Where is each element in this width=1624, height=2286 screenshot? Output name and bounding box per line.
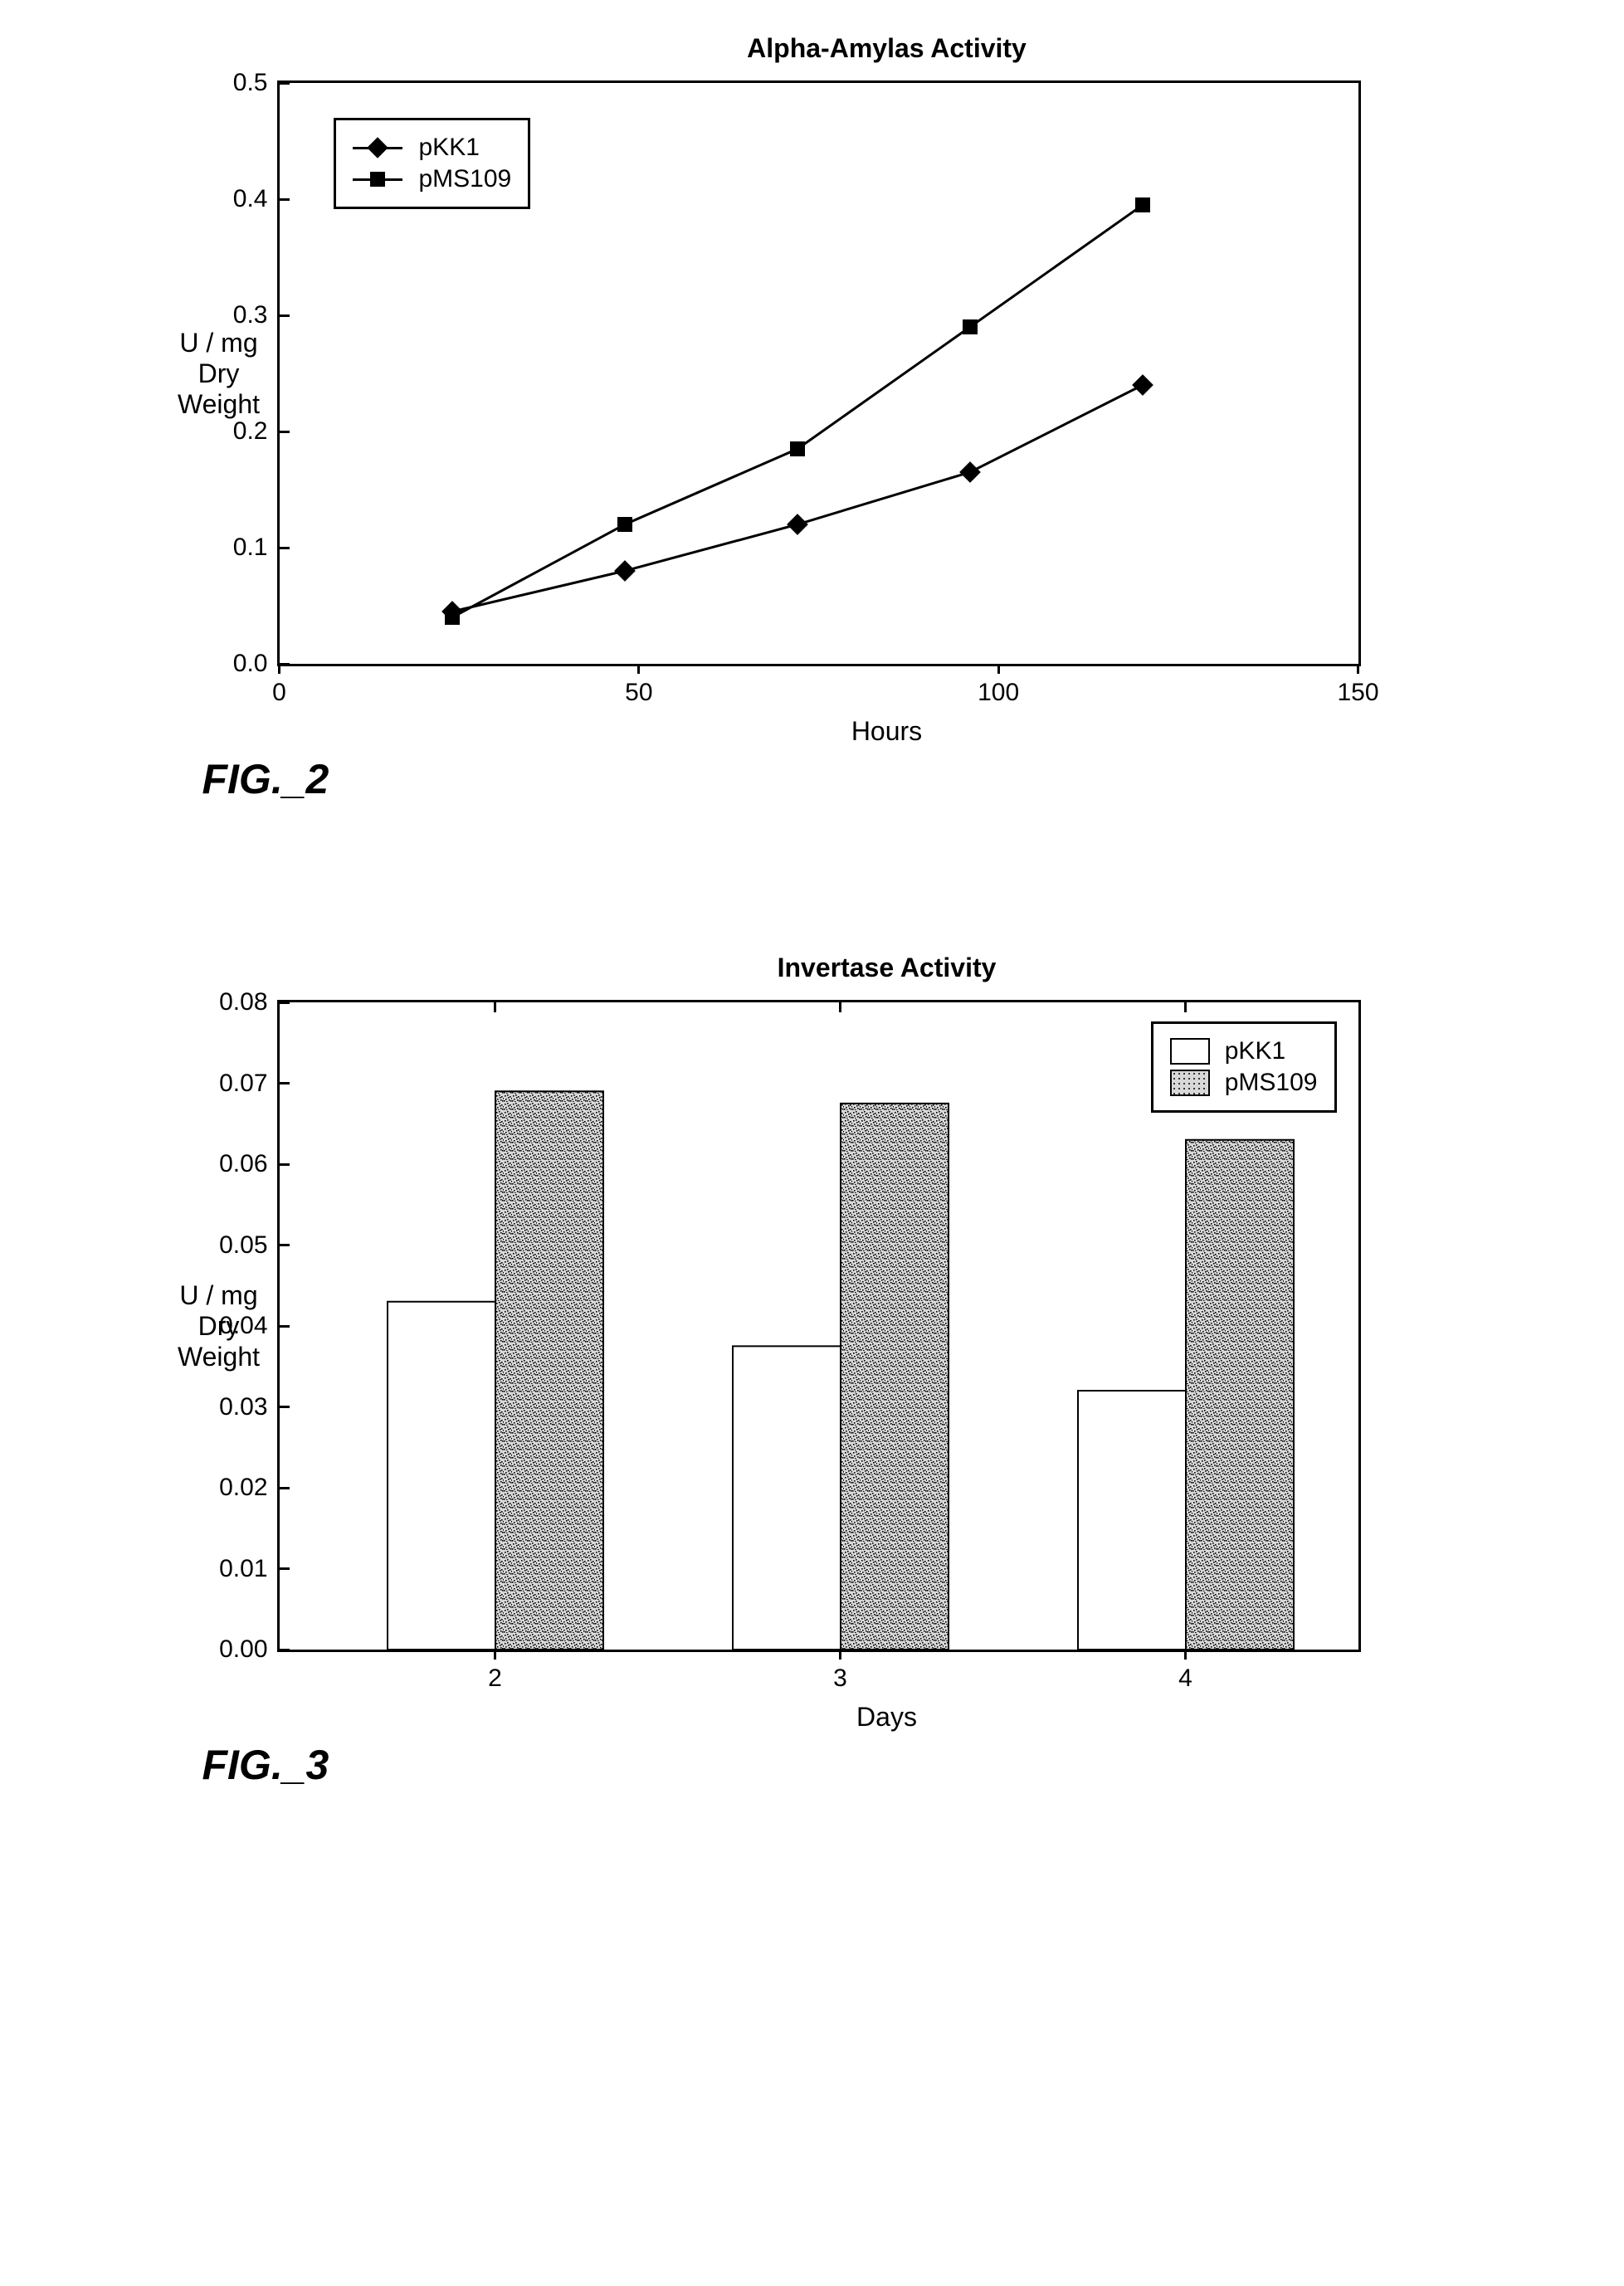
y-tick-label: 0.06 (219, 1150, 279, 1178)
y-tick-label: 0.03 (219, 1393, 279, 1421)
y-tick-label: 0.02 (219, 1474, 279, 1502)
x-tick-label: 3 (833, 1650, 847, 1693)
marker-square (790, 441, 805, 456)
chart2-x-label: Days (319, 1702, 1456, 1733)
legend-item: pKK1 (1170, 1037, 1318, 1065)
bar-pMS109 (841, 1104, 949, 1650)
chart1-plot-wrap: U / mg Dry Weight 0.00.10.20.30.40.50501… (169, 80, 1456, 666)
figure-2-label: FIG._2 (202, 755, 1456, 803)
bar-pKK1 (733, 1346, 841, 1650)
bar-pMS109 (495, 1091, 603, 1650)
diamond-icon (367, 137, 388, 158)
bar-pMS109 (1186, 1140, 1294, 1650)
x-tick-label: 50 (625, 664, 652, 707)
figure-3-label: FIG._3 (202, 1741, 1456, 1789)
y-tick-label: 0.08 (219, 988, 279, 1016)
marker-square (617, 517, 632, 532)
figure-2: Alpha-Amylas Activity U / mg Dry Weight … (169, 33, 1456, 803)
y-tick-label: 0.5 (233, 69, 280, 97)
chart2-plot-area: 0.000.010.020.030.040.050.060.070.08234p… (277, 1000, 1361, 1652)
y-tick-label: 0.07 (219, 1070, 279, 1098)
y-tick-label: 0.00 (219, 1635, 279, 1664)
legend-label: pKK1 (419, 134, 480, 162)
bar-pKK1 (388, 1302, 495, 1650)
y-tick-label: 0.4 (233, 185, 280, 213)
chart1-title: Alpha-Amylas Activity (319, 33, 1456, 64)
chart2-title: Invertase Activity (319, 953, 1456, 983)
chart1-x-label: Hours (319, 716, 1456, 747)
y-tick-label: 0.04 (219, 1312, 279, 1340)
y-tick-label: 0.2 (233, 417, 280, 446)
legend-marker-line (353, 178, 402, 181)
legend-label: pKK1 (1225, 1037, 1285, 1065)
marker-diamond (1132, 374, 1153, 396)
legend-label: pMS109 (419, 165, 512, 193)
bar-pKK1 (1078, 1391, 1186, 1650)
figure-3: Invertase Activity U / mg Dry Weight 0.0… (169, 953, 1456, 1789)
marker-diamond (959, 461, 981, 483)
chart2-plot-wrap: U / mg Dry Weight 0.000.010.020.030.040.… (169, 1000, 1456, 1652)
marker-square (963, 319, 978, 334)
x-tick-label: 4 (1178, 1650, 1192, 1693)
chart1-plot-area: 0.00.10.20.30.40.5050100150pKK1pMS109 (277, 80, 1361, 666)
x-tick-label: 150 (1337, 664, 1378, 707)
y-tick-label: 0.01 (219, 1555, 279, 1583)
chart1-y-label: U / mg Dry Weight (169, 328, 269, 420)
x-tick-label: 100 (978, 664, 1019, 707)
chart1-legend: pKK1 pMS109 (334, 118, 531, 209)
legend-swatch (1170, 1070, 1210, 1096)
series-line-pKK1 (452, 385, 1143, 612)
legend-item: pKK1 (353, 134, 512, 162)
legend-item: pMS109 (353, 165, 512, 193)
legend-swatch (1170, 1038, 1210, 1065)
y-tick-label: 0.1 (233, 534, 280, 562)
y-tick-label: 0.05 (219, 1231, 279, 1260)
series-line-pMS109 (452, 205, 1143, 617)
x-tick-label: 2 (488, 1650, 502, 1693)
y-tick-label: 0.3 (233, 301, 280, 329)
x-tick-label: 0 (272, 664, 286, 707)
square-icon (370, 172, 385, 187)
legend-item: pMS109 (1170, 1069, 1318, 1097)
legend-label: pMS109 (1225, 1069, 1318, 1097)
marker-diamond (614, 560, 636, 582)
legend-marker-line (353, 147, 402, 149)
chart2-legend: pKK1 pMS109 (1151, 1021, 1337, 1113)
marker-diamond (787, 514, 808, 535)
marker-square (445, 610, 460, 625)
marker-square (1135, 197, 1150, 212)
